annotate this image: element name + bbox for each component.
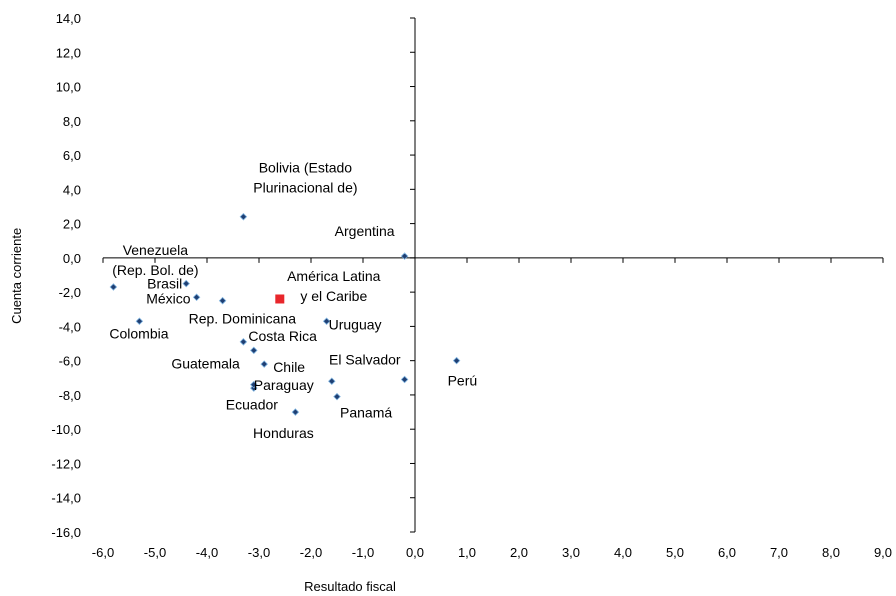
country-point: [239, 212, 248, 221]
regional-average-point: [275, 294, 285, 304]
country-point: [109, 283, 118, 291]
y-tick-label: -6,0: [59, 354, 81, 369]
y-tick-label: 14,0: [56, 11, 81, 26]
country-point: [135, 317, 144, 326]
x-tick-label: -4,0: [196, 545, 218, 560]
x-tick-label: 2,0: [510, 545, 528, 560]
country-point: [400, 252, 409, 260]
tick-labels: -6,0 -5,0 -4,0 -3,0 -2,0 -1,0 0,0 1,0 2,0 3,0 4,0 5…: [51, 11, 892, 560]
country-point: [250, 380, 258, 389]
point-label: Argentina: [335, 223, 395, 239]
x-tick-label: -1,0: [352, 545, 374, 560]
x-tick-label: -3,0: [248, 545, 270, 560]
point-label: Perú: [448, 373, 478, 389]
country-point: [452, 356, 461, 365]
x-tick-label: 7,0: [770, 545, 788, 560]
y-tick-label: -10,0: [51, 422, 81, 437]
x-axis-title: Resultado fiscal: [304, 579, 396, 594]
point-label: Costa Rica: [248, 328, 317, 344]
country-point: [182, 279, 190, 288]
y-tick-label: -16,0: [51, 525, 81, 540]
point-label: Rep. Dominicana: [189, 311, 297, 327]
point-label: Paraguay: [254, 377, 314, 393]
y-tick-label: 8,0: [63, 114, 81, 129]
country-point: [260, 360, 268, 368]
country-point: [192, 293, 201, 302]
x-tick-label: 0,0: [406, 545, 424, 560]
axes: [102, 17, 884, 533]
y-tick-label: -2,0: [59, 285, 81, 300]
country-point: [291, 408, 300, 416]
point-label: (Rep. Bol. de): [112, 262, 198, 278]
point-label: Guatemala: [171, 355, 240, 371]
point-label: El Salvador: [329, 352, 401, 368]
country-point: [218, 296, 227, 305]
x-tick-label: -2,0: [300, 545, 322, 560]
x-tick-label: 4,0: [614, 545, 632, 560]
y-tick-label: 2,0: [63, 217, 81, 232]
x-tick-label: -6,0: [92, 545, 114, 560]
point-label: y el Caribe: [300, 288, 367, 304]
point-label: América Latina: [287, 268, 381, 284]
point-label: Plurinacional de): [253, 180, 357, 196]
point-label: Colombia: [109, 325, 168, 341]
country-point: [322, 317, 331, 326]
x-tick-label: 5,0: [666, 545, 684, 560]
y-axis-title: Cuenta corriente: [9, 228, 24, 324]
x-tick-label: 1,0: [458, 545, 476, 560]
y-tick-label: -8,0: [59, 388, 81, 403]
x-tick-label: 3,0: [562, 545, 580, 560]
data-points: [109, 212, 461, 416]
point-label: Ecuador: [226, 397, 278, 413]
point-label: Bolivia (Estado: [259, 160, 353, 176]
x-tick-label: 6,0: [718, 545, 736, 560]
country-point: [250, 346, 258, 355]
country-point: [239, 338, 248, 346]
x-tick-label: 8,0: [822, 545, 840, 560]
point-label: Uruguay: [329, 316, 382, 332]
point-labels: Bolivia (Estado Plurinacional de) Argentin…: [109, 160, 477, 441]
y-tick-label: -12,0: [51, 456, 81, 471]
country-point: [328, 377, 336, 385]
point-label: Chile: [273, 359, 305, 375]
x-tick-label: 9,0: [874, 545, 892, 560]
y-tick-label: -4,0: [59, 319, 81, 334]
point-label: México: [146, 290, 191, 306]
point-label: Panamá: [340, 405, 392, 421]
y-tick-label: 12,0: [56, 45, 81, 60]
x-tick-label: -5,0: [144, 545, 166, 560]
y-tick-label: 6,0: [63, 148, 81, 163]
point-label: Brasil: [147, 276, 182, 292]
y-tick-label: 4,0: [63, 182, 81, 197]
point-label: Venezuela: [123, 242, 189, 258]
y-tick-label: 0,0: [63, 251, 81, 266]
country-point: [333, 392, 341, 401]
y-tick-label: -14,0: [51, 491, 81, 506]
y-tick-label: 10,0: [56, 80, 81, 95]
country-point: [400, 375, 409, 384]
point-label: Honduras: [253, 425, 314, 441]
